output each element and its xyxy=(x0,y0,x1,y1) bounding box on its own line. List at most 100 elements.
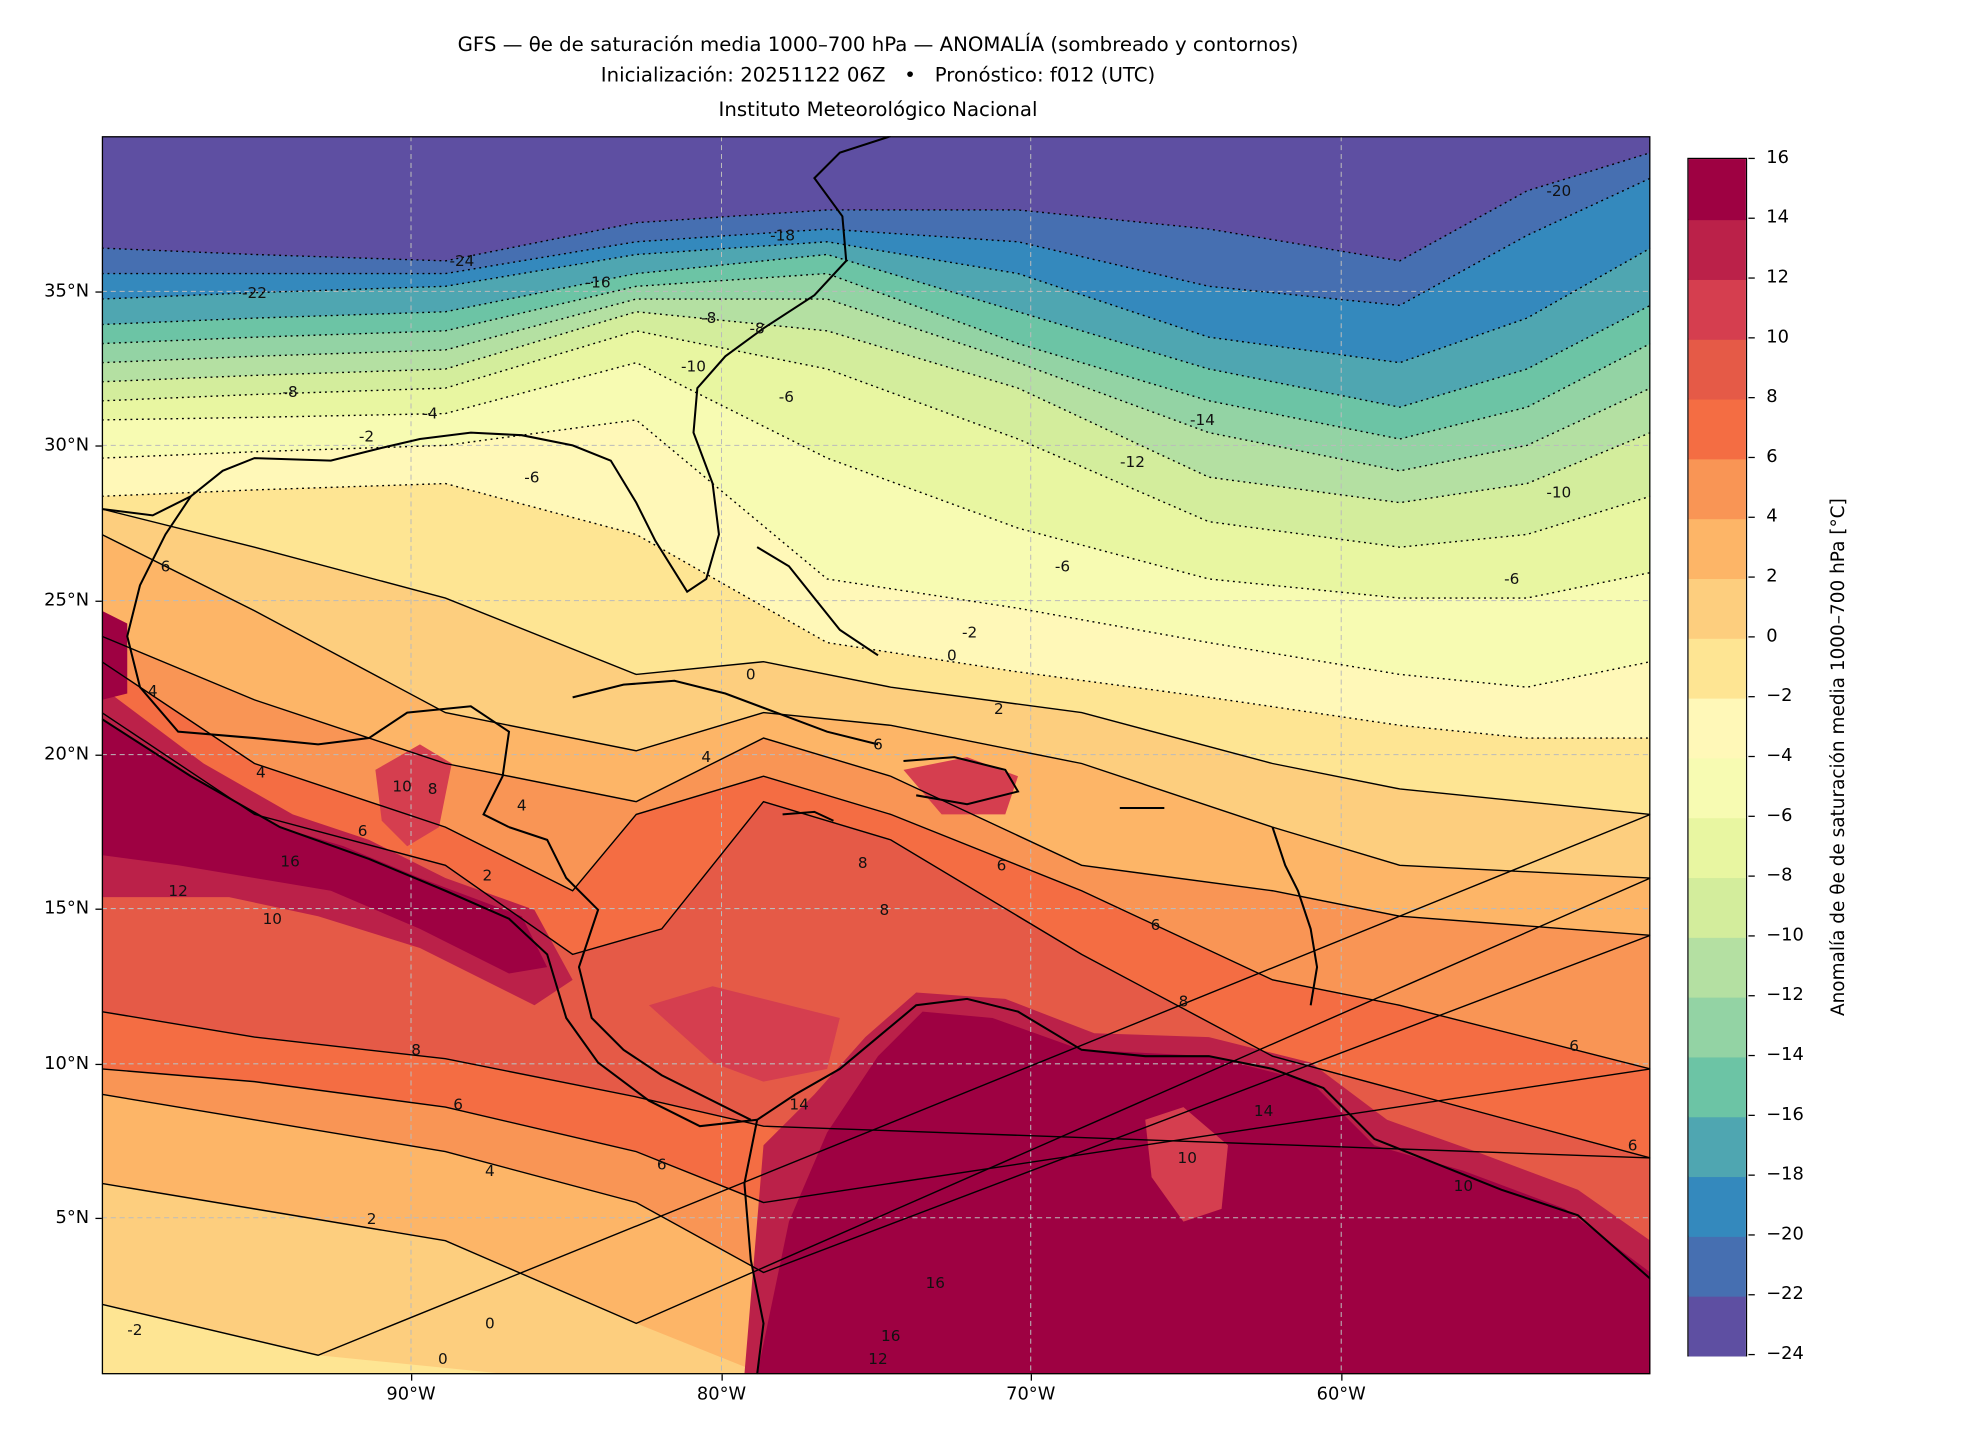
colorbar-label: Anomalía de θe de saturación media 1000–… xyxy=(1828,498,1849,1017)
colorbar-tick-label: −8 xyxy=(1766,865,1793,886)
contour-label: 2 xyxy=(994,699,1004,718)
contour-label: 10 xyxy=(1177,1149,1197,1167)
colorbar-tick-mark xyxy=(1748,1054,1755,1057)
colorbar-tick-label: −10 xyxy=(1766,925,1804,946)
contour-label: -2 xyxy=(127,1320,143,1339)
colorbar-tick-mark xyxy=(1748,516,1755,518)
gridlines xyxy=(101,136,1651,1375)
colorbar-tick-label: 14 xyxy=(1766,207,1789,228)
y-tick-label: 5°N xyxy=(55,1207,90,1228)
colorbar-tick-mark xyxy=(1748,636,1755,638)
colorbar-tick-mark xyxy=(1748,1114,1755,1116)
colorbar-tick-label: 6 xyxy=(1766,446,1778,468)
colorbar-tick-mark xyxy=(1748,696,1755,698)
region-texas-14 xyxy=(101,610,128,700)
coast-bahamas xyxy=(756,546,879,657)
coast-hispaniola xyxy=(903,756,1020,806)
x-tick-label: 90°W xyxy=(386,1384,436,1405)
colorbar-segment xyxy=(1688,517,1746,579)
y-tick-mark xyxy=(95,1217,102,1220)
contour-label: 6 xyxy=(1627,1136,1638,1155)
contour-label: 10 xyxy=(1453,1177,1474,1195)
region-caribbean-10 xyxy=(648,986,840,1082)
colorbar-tick-mark xyxy=(1748,1353,1755,1356)
contour-label: -6 xyxy=(778,388,795,406)
contour-label: -8 xyxy=(282,383,298,401)
contour-label: 8 xyxy=(879,900,890,919)
coast-cuba xyxy=(572,679,879,746)
contour-label: 2 xyxy=(366,1210,377,1228)
colorbar-tick-label: 10 xyxy=(1766,327,1789,348)
coast-jamaica xyxy=(782,810,834,822)
colorbar-tick-label: −16 xyxy=(1766,1104,1804,1125)
contour-line xyxy=(101,661,1651,1204)
coast-us-gulf-atlantic xyxy=(101,136,892,594)
y-tick-mark xyxy=(95,908,102,910)
y-tick-label: 25°N xyxy=(44,590,90,611)
contour-line xyxy=(101,177,1651,307)
y-tick-label: 10°N xyxy=(44,1053,90,1074)
contour-label: 16 xyxy=(881,1327,901,1346)
contour-label: -16 xyxy=(585,273,611,292)
x-tick-mark xyxy=(721,1374,723,1381)
colorbar-tick-mark xyxy=(1748,875,1755,877)
chart-institution: Instituto Meteorológico Nacional xyxy=(718,97,1038,121)
colorbar-tick-mark xyxy=(1748,935,1755,937)
colorbar-segment xyxy=(1688,697,1746,758)
coast-south-america-pacific xyxy=(743,1119,765,1375)
contour-label: 4 xyxy=(516,796,527,815)
colorbar-tick-mark xyxy=(1748,995,1755,997)
colorbar-segment xyxy=(1688,1235,1746,1297)
colorbar-segment xyxy=(1688,1115,1746,1177)
high-anomaly-regions xyxy=(101,610,1651,1375)
chart-subtitle: Inicialización: 20251122 06Z • Pronóstic… xyxy=(600,63,1156,87)
coast-mexico-gulf xyxy=(126,495,511,829)
region-yucatan-10 xyxy=(375,744,452,847)
colorbar-tick-mark xyxy=(1748,456,1755,459)
colorbar-tick-mark xyxy=(1748,755,1755,758)
colorbar-tick-mark xyxy=(1748,1234,1755,1236)
x-tick-label: 70°W xyxy=(1006,1384,1056,1405)
contour-label: 4 xyxy=(485,1161,495,1180)
contour-lines xyxy=(101,152,1651,1356)
x-tick-mark xyxy=(411,1374,413,1381)
contour-label: -6 xyxy=(1504,570,1520,588)
contour-label: -8 xyxy=(701,309,717,328)
contour-label: 0 xyxy=(485,1314,495,1333)
chart-title: GFS — θe de saturación media 1000–700 hP… xyxy=(457,33,1299,56)
contour-line xyxy=(101,635,1651,1274)
x-tick-label: 80°W xyxy=(696,1384,747,1405)
colorbar-segment xyxy=(1688,757,1746,818)
contour-line xyxy=(101,533,1651,1325)
colorbar-segment xyxy=(1688,278,1746,340)
contour-label: -20 xyxy=(1546,181,1572,200)
x-tick-label: 60°W xyxy=(1316,1384,1366,1405)
colorbar-segment xyxy=(1688,1175,1746,1237)
colorbar-tick-label: −24 xyxy=(1766,1343,1804,1365)
contour-label: 10 xyxy=(392,777,412,796)
colorbar-tick-mark xyxy=(1748,217,1755,219)
contour-label: 8 xyxy=(1178,992,1189,1011)
y-tick-mark xyxy=(95,600,102,602)
y-tick-label: 35°N xyxy=(44,281,90,302)
colorbar-tick-mark xyxy=(1748,157,1755,160)
contour-label: 4 xyxy=(147,682,158,700)
colorbar-segment xyxy=(1688,159,1746,220)
colorbar-segment xyxy=(1688,398,1746,459)
colorbar-tick-mark xyxy=(1748,576,1755,578)
contour-label: -6 xyxy=(1054,557,1071,576)
colorbar-segment xyxy=(1688,218,1746,280)
colorbar-tick-label: 4 xyxy=(1766,506,1778,527)
contour-line xyxy=(101,712,1651,1159)
contour-label: 0 xyxy=(437,1350,448,1368)
region-hispaniola-12 xyxy=(903,757,1018,815)
colorbar-segment xyxy=(1688,338,1746,399)
contour-label: 14 xyxy=(789,1095,809,1114)
colorbar-segment xyxy=(1688,637,1746,698)
colorbar-segment xyxy=(1688,1056,1746,1117)
contour-label: 4 xyxy=(701,748,712,767)
coast-lesser-antilles xyxy=(1271,826,1319,1006)
contour-label: 8 xyxy=(857,853,868,872)
y-tick-label: 15°N xyxy=(44,898,90,919)
contour-line xyxy=(101,482,1651,739)
